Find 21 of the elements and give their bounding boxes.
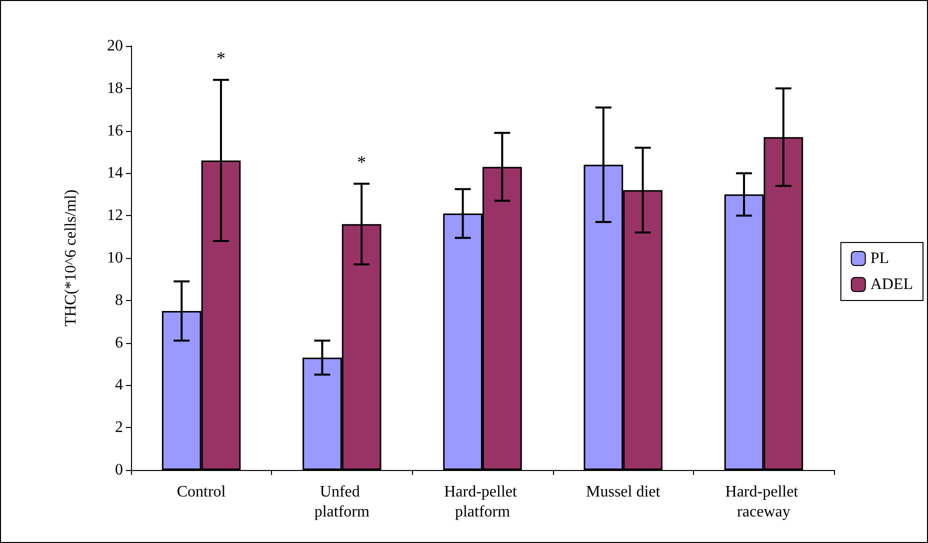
- y-tick-label: 16: [107, 122, 123, 140]
- y-tick-label: 14: [107, 164, 123, 182]
- y-tick-label: 12: [107, 207, 123, 224]
- x-tick-label: Unfed platform: [314, 484, 370, 520]
- annotation: *: [216, 48, 226, 68]
- y-tick-label: 6: [115, 334, 123, 352]
- legend-label: ADEL: [870, 276, 913, 293]
- annotation: *: [357, 152, 366, 172]
- y-tick-label: 20: [107, 38, 123, 54]
- x-tick-label: Hard-pellet raceway: [725, 484, 802, 520]
- x-tick-label: Control: [176, 484, 226, 500]
- x-tick-label: Hard-pellet platform: [444, 484, 521, 520]
- y-tick-label: 2: [115, 419, 123, 436]
- y-tick-label: 18: [107, 80, 123, 97]
- y-tick-label: 10: [107, 250, 123, 266]
- x-tick-label: Mussel diet: [586, 484, 661, 500]
- y-axis-title: THC(*10^6 cells/ml): [62, 190, 80, 326]
- y-tick-label: 0: [115, 462, 123, 478]
- y-tick-label: 8: [115, 292, 123, 309]
- legend-label: PL: [870, 250, 890, 267]
- y-tick-label: 4: [115, 376, 123, 394]
